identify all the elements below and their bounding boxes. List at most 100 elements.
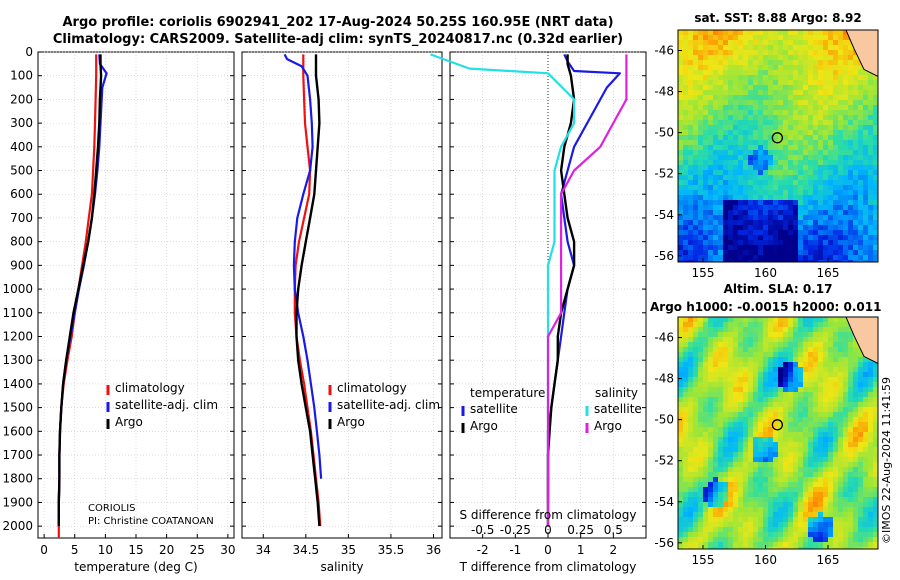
legend-label: climatology [115, 381, 185, 395]
map-y-tick-label: -54 [654, 208, 674, 222]
x-axis-label: T difference from climatology [459, 560, 637, 574]
map-sla_map [677, 316, 879, 550]
map-x-tick-label: 155 [692, 553, 715, 567]
top-x-tick-label: -0.5 [471, 523, 494, 537]
land-mass [845, 317, 878, 364]
legend-label: Argo [470, 419, 498, 433]
legend-label: Argo [594, 419, 622, 433]
y-tick-label: 1100 [2, 306, 33, 320]
map-x-tick-label: 160 [754, 266, 777, 280]
x-tick-label: -2 [477, 543, 489, 557]
map-x-tick-label: 155 [692, 266, 715, 280]
legend-label: satellite-adj. clim [115, 398, 218, 412]
map-frame [677, 316, 879, 550]
x-tick-label: 35 [341, 543, 356, 557]
map-x-tick-label: 165 [817, 553, 840, 567]
map-frame [677, 29, 879, 263]
x-tick-label: 30 [220, 543, 235, 557]
y-tick-label: 700 [10, 211, 33, 225]
map-title: sat. SST: 8.88 Argo: 8.92 [694, 11, 861, 25]
map-y-tick-label: -48 [654, 372, 674, 386]
y-tick-label: 1000 [2, 282, 33, 296]
panel-difference [430, 51, 647, 539]
y-tick-label: 300 [10, 116, 33, 130]
timestamp-stamp: ©IMOS 22-Aug-2024 11:41:59 [880, 377, 893, 544]
top-x-tick-label: -0.25 [500, 523, 531, 537]
map-y-tick-label: -52 [654, 167, 674, 181]
panel-frame-salinity [241, 51, 443, 539]
top-x-tick-label: 0.25 [567, 523, 594, 537]
y-tick-label: 1500 [2, 401, 33, 415]
x-tick-label: 10 [98, 543, 113, 557]
y-tick-label: 900 [10, 258, 33, 272]
series-line-satellite-adj-clim [283, 53, 323, 479]
top-x-tick-label: 0 [544, 523, 552, 537]
map-y-tick-label: -46 [654, 44, 674, 58]
x-tick-label: 2 [610, 543, 618, 557]
argo-position-marker [771, 132, 784, 144]
y-tick-label: 500 [10, 164, 33, 178]
legend-label: Argo [337, 415, 365, 429]
x-axis-label: salinity [320, 560, 363, 574]
legend-title-temperature: temperature [470, 386, 545, 400]
y-tick-label: 1900 [2, 495, 33, 509]
x-tick-label: 1 [577, 543, 585, 557]
pi-label: PI: Christine COATANOAN [88, 516, 214, 527]
institution-label: CORIOLIS [88, 503, 136, 514]
x-tick-label: 15 [128, 543, 143, 557]
y-tick-label: 2000 [2, 519, 33, 533]
x-tick-label: 0 [544, 543, 552, 557]
series-line-argo [295, 54, 321, 527]
y-tick-label: 1800 [2, 472, 33, 486]
map-y-tick-label: -56 [654, 536, 674, 550]
x-tick-label: 5 [71, 543, 79, 557]
map-y-tick-label: -52 [654, 454, 674, 468]
figure-title: Argo profile: coriolis 6902941_202 17-Au… [0, 14, 676, 48]
top-axis-label: S difference from climatology [460, 508, 637, 522]
map-x-tick-label: 165 [817, 266, 840, 280]
x-tick-label: 20 [159, 543, 174, 557]
map-field-sst_map [678, 30, 878, 262]
map-field-sla_map [678, 317, 878, 549]
y-tick-label: 1700 [2, 448, 33, 462]
x-axis-label: temperature (deg C) [74, 560, 197, 574]
x-tick-label: 34 [256, 543, 271, 557]
legend-label: Argo [115, 415, 143, 429]
land-mass [845, 30, 878, 77]
legend-label: satellite [594, 402, 642, 416]
title-line-2: Climatology: CARS2009. Satellite-adj cli… [52, 32, 624, 47]
title-line-1: Argo profile: coriolis 6902941_202 17-Au… [62, 15, 614, 30]
y-tick-label: 0 [25, 45, 33, 59]
y-tick-label: 1600 [2, 424, 33, 438]
credits: CORIOLIS PI: Christine COATANOAN [88, 502, 214, 528]
map-y-tick-label: -50 [654, 413, 674, 427]
x-tick-label: 25 [190, 543, 205, 557]
x-tick-label: -1 [509, 543, 521, 557]
legend-label: climatology [337, 381, 407, 395]
x-tick-label: 0 [40, 543, 48, 557]
series-line-salinity-argo [546, 54, 628, 527]
y-tick-label: 400 [10, 140, 33, 154]
map-x-tick-label: 160 [754, 553, 777, 567]
argo-position-marker [771, 419, 784, 431]
y-tick-label: 1400 [2, 377, 33, 391]
y-tick-label: 1300 [2, 353, 33, 367]
map-subtitle: Argo h1000: -0.0015 h2000: 0.011 [650, 300, 881, 314]
y-tick-label: 100 [10, 69, 33, 83]
y-tick-label: 200 [10, 92, 33, 106]
panel-salinity [241, 51, 443, 539]
legend-label: satellite-adj. clim [337, 398, 440, 412]
x-tick-label: 35.5 [378, 543, 405, 557]
map-y-tick-label: -48 [654, 85, 674, 99]
map-y-tick-label: -46 [654, 331, 674, 345]
map-y-tick-label: -56 [654, 249, 674, 263]
legend-label: satellite [470, 402, 518, 416]
legend-title-salinity: salinity [595, 386, 638, 400]
y-tick-label: 800 [10, 235, 33, 249]
map-sst_map [677, 29, 879, 263]
panel-temperature [37, 51, 235, 539]
y-tick-label: 1200 [2, 329, 33, 343]
x-tick-label: 36 [426, 543, 441, 557]
